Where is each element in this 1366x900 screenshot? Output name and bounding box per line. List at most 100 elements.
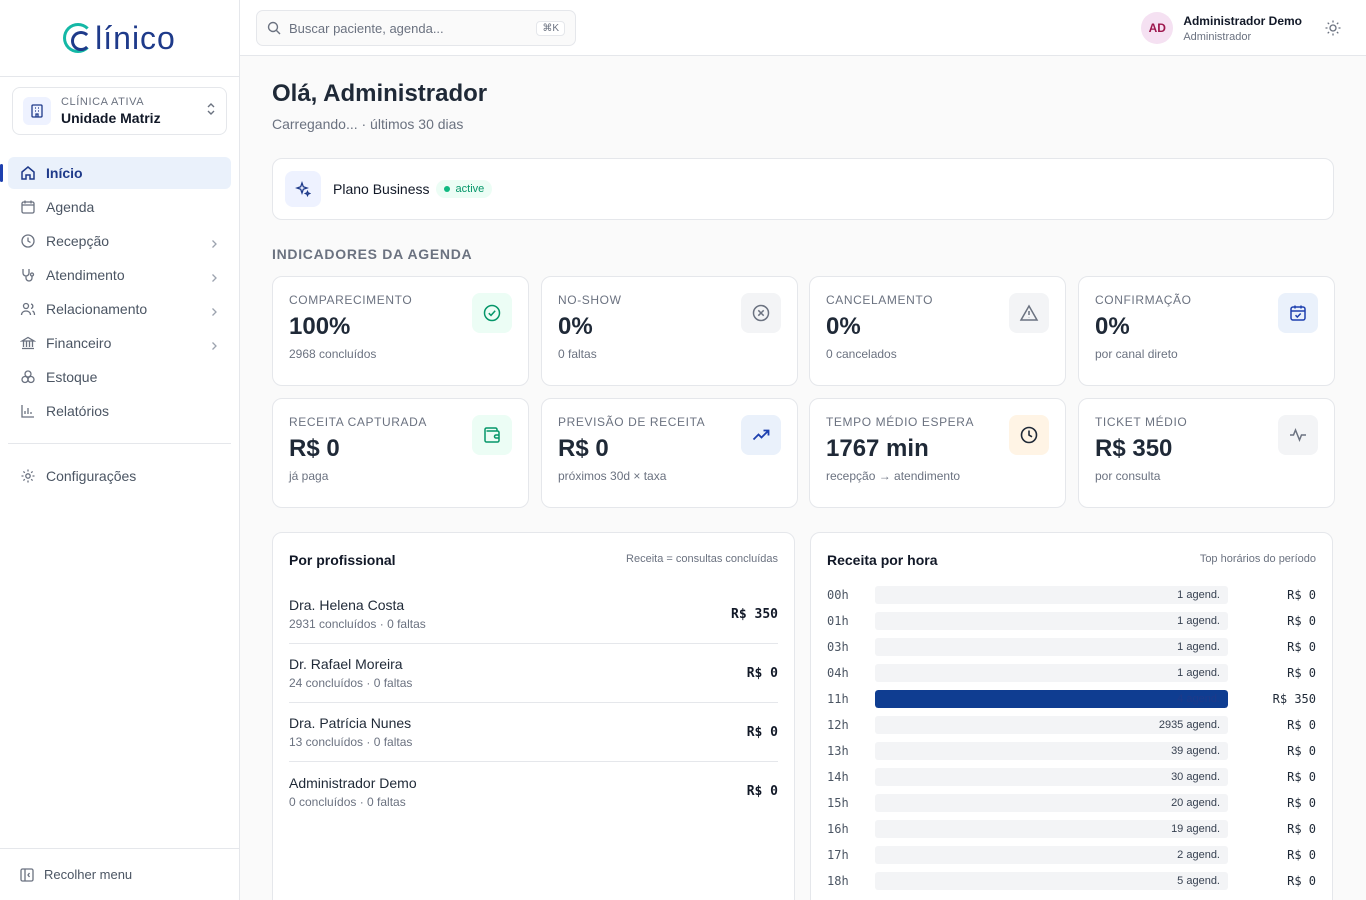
main-content: Olá, Administrador Carregando... · últim… <box>240 56 1366 900</box>
sidebar-item-label: Agenda <box>46 199 95 215</box>
kpi-sub: recepção → atendimento <box>826 469 961 483</box>
user-menu[interactable]: AD Administrador Demo Administrador <box>1141 12 1302 44</box>
hour-label: 18h <box>827 874 849 888</box>
chevron-right-icon <box>209 338 219 350</box>
gear-icon <box>20 468 36 484</box>
sidebar-item-relatorios[interactable]: Relatórios <box>8 395 231 427</box>
sidebar-item-estoque[interactable]: Estoque <box>8 361 231 393</box>
kpi-card-tempo-espera: TEMPO MÉDIO ESPERA 1767 min recepção → a… <box>809 398 1066 508</box>
hour-label: 04h <box>827 666 849 680</box>
list-item[interactable]: Dra. Patrícia Nunes 13 concluídos · 0 fal… <box>289 703 778 762</box>
home-icon <box>20 165 36 181</box>
user-name: Administrador Demo <box>1183 13 1302 28</box>
sidebar-item-atendimento[interactable]: Atendimento <box>8 259 231 291</box>
chevron-up-down-icon <box>206 102 216 121</box>
chevron-right-icon <box>209 304 219 316</box>
clinic-label: CLÍNICA ATIVA <box>61 96 145 108</box>
kpi-label: CANCELAMENTO <box>826 293 933 307</box>
kpi-value: R$ 0 <box>558 435 609 462</box>
hour-bar: 1 agend. <box>875 586 1228 604</box>
professional-name: Administrador Demo <box>289 774 417 791</box>
hour-label: 16h <box>827 822 849 836</box>
plan-name: Plano Business <box>333 181 430 197</box>
wallet-icon <box>472 415 512 455</box>
hourly-revenue-list: 00h 1 agend. R$ 0 01h 1 agend. R$ 0 03h 1 agend… <box>827 582 1316 894</box>
bar-chart-icon <box>20 403 36 419</box>
status-badge-label: active <box>455 183 485 195</box>
kpi-card-previsao-receita: PREVISÃO DE RECEITA R$ 0 próximos 30d × … <box>541 398 798 508</box>
x-circle-icon <box>741 293 781 333</box>
sidebar-item-financeiro[interactable]: Financeiro <box>8 327 231 359</box>
kpi-value: R$ 350 <box>1095 435 1173 462</box>
professional-info: Dr. Rafael Moreira 24 concluídos · 0 falt… <box>289 656 747 690</box>
sidebar-item-label: Configurações <box>46 468 137 484</box>
search-input[interactable]: Buscar paciente, agenda... ⌘K <box>256 10 576 46</box>
trending-up-icon <box>741 415 781 455</box>
building-icon <box>23 97 51 125</box>
kpi-sub: 0 faltas <box>558 347 597 361</box>
professional-info: Administrador Demo 0 concluídos · 0 falta… <box>289 775 747 809</box>
page-title: Olá, Administrador <box>272 80 488 107</box>
professionals-list: Dra. Helena Costa 2931 concluídos · 0 fal… <box>289 585 778 821</box>
sidebar-item-inicio[interactable]: Início <box>0 157 231 189</box>
bank-icon <box>20 335 36 351</box>
hour-revenue: R$ 0 <box>1287 744 1316 758</box>
kpi-card-no-show: NO-SHOW 0% 0 faltas <box>541 276 798 386</box>
kpi-sub: 0 cancelados <box>826 347 897 361</box>
hour-bar: 1 agend. <box>875 638 1228 656</box>
clinic-selector[interactable]: CLÍNICA ATIVA Unidade Matriz <box>12 87 227 135</box>
list-item: 11h 4 agend. R$ 350 <box>827 686 1316 712</box>
section-title: INDICADORES DA AGENDA <box>272 246 473 262</box>
hour-label: 17h <box>827 848 849 862</box>
clinic-name: Unidade Matriz <box>61 110 161 126</box>
chevron-right-icon <box>209 270 219 282</box>
professional-revenue: R$ 0 <box>746 665 778 681</box>
list-item: 14h 30 agend. R$ 0 <box>827 764 1316 790</box>
sidebar-item-label: Início <box>46 165 83 181</box>
hour-bar: 30 agend. <box>875 768 1228 786</box>
hourly-revenue-card: Receita por hora Top horários do período… <box>810 532 1333 900</box>
user-role: Administrador <box>1183 30 1252 43</box>
hour-revenue: R$ 0 <box>1287 588 1316 602</box>
kpi-value: 0% <box>826 313 861 340</box>
hour-bar-fill <box>875 690 1228 708</box>
shortcut-badge: ⌘K <box>536 20 565 36</box>
sidebar-item-configuracoes[interactable]: Configurações <box>8 460 231 492</box>
kpi-sub: por consulta <box>1095 469 1161 483</box>
kpi-value: 0% <box>558 313 593 340</box>
activity-icon <box>1278 415 1318 455</box>
status-dot <box>443 186 450 192</box>
sidebar: línico CLÍNICA ATIVA Unidade Matriz Iníc… <box>0 0 240 900</box>
calendar-icon <box>20 199 36 215</box>
kpi-value: R$ 0 <box>289 435 340 462</box>
card-title: Receita por hora <box>827 552 938 568</box>
kpi-card-cancelamento: CANCELAMENTO 0% 0 cancelados <box>809 276 1066 386</box>
list-item: 15h 20 agend. R$ 0 <box>827 790 1316 816</box>
list-item: 01h 1 agend. R$ 0 <box>827 608 1316 634</box>
professional-revenue: R$ 350 <box>731 606 778 622</box>
plan-card[interactable]: Plano Business active <box>272 158 1334 220</box>
sidebar-collapse-icon <box>20 867 34 882</box>
hour-revenue: R$ 0 <box>1287 848 1316 862</box>
list-item[interactable]: Dr. Rafael Moreira 24 concluídos · 0 falt… <box>289 644 778 703</box>
sidebar-item-relacionamento[interactable]: Relacionamento <box>8 293 231 325</box>
sidebar-item-recepcao[interactable]: Recepção <box>8 225 231 257</box>
logo[interactable]: línico <box>0 0 239 77</box>
kpi-card-ticket-medio: TICKET MÉDIO R$ 350 por consulta <box>1078 398 1335 508</box>
kpi-sub: 2968 concluídos <box>289 347 377 361</box>
hour-bar: 5 agend. <box>875 872 1228 890</box>
kpi-label: CONFIRMAÇÃO <box>1095 293 1192 307</box>
hour-bar: 2935 agend. <box>875 716 1228 734</box>
kpi-sub: já paga <box>289 469 329 483</box>
chevron-right-icon <box>209 236 219 248</box>
sun-icon[interactable] <box>1324 19 1342 37</box>
sidebar-item-agenda[interactable]: Agenda <box>8 191 231 223</box>
list-item[interactable]: Administrador Demo 0 concluídos · 0 falta… <box>289 762 778 821</box>
kpi-card-comparecimento: COMPARECIMENTO 100% 2968 concluídos <box>272 276 529 386</box>
sidebar-item-label: Financeiro <box>46 335 112 351</box>
list-item: 12h 2935 agend. R$ 0 <box>827 712 1316 738</box>
hour-count: 1 agend. <box>1177 615 1220 627</box>
list-item[interactable]: Dra. Helena Costa 2931 concluídos · 0 fal… <box>289 585 778 644</box>
kpi-card-confirmacao: CONFIRMAÇÃO 0% por canal direto <box>1078 276 1335 386</box>
collapse-menu-button[interactable]: Recolher menu <box>0 848 239 900</box>
